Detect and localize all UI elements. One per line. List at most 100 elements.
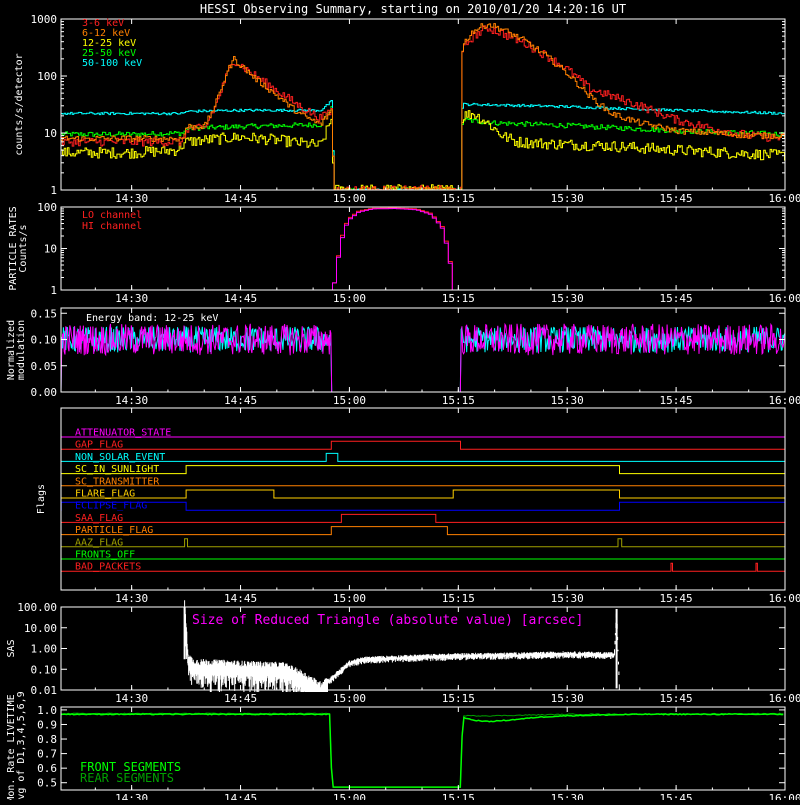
flags-x-tick-label: 15:00 — [333, 592, 366, 605]
sas-x-tick-label: 15:45 — [660, 692, 693, 705]
modulation-y-label: modulation — [16, 320, 27, 380]
flag-label: FLARE_FLAG — [75, 489, 135, 500]
particle-x-tick-label: 14:45 — [224, 292, 257, 305]
flag-line-7 — [61, 513, 785, 523]
series-line-1 — [61, 23, 785, 191]
modulation-y-tick-label: 0.00 — [31, 386, 58, 399]
flags-x-tick-label: 15:15 — [442, 592, 475, 605]
legend-entry: 25-50 keV — [82, 48, 136, 59]
legend-entry: REAR SEGMENTS — [80, 771, 174, 785]
livetime-y-tick-label: 0.7 — [37, 748, 57, 761]
legend-entry: LO channel — [82, 210, 142, 221]
modulation-x-tick-label: 15:15 — [442, 394, 475, 407]
modulation-y-label: Normalized — [6, 320, 17, 380]
livetime-x-tick-label: 16:00 — [768, 792, 800, 800]
series-line-0 — [61, 25, 785, 191]
sas-y-tick-label: 100.00 — [17, 601, 57, 614]
flag-label: ECLIPSE_FLAG — [75, 501, 147, 512]
lightcurve-x-tick-label: 14:30 — [115, 192, 148, 205]
flag-label: SC_IN_SUNLIGHT — [75, 464, 159, 475]
flag-line-1 — [61, 440, 785, 450]
panels-group: 14:30 14:45 15:00 15:15 15:30 15:45 16:0011010… — [6, 13, 800, 805]
modulation-y-tick-label: 0.15 — [31, 307, 58, 320]
lightcurve-y-label: counts/s/detector — [14, 53, 25, 155]
modulation-x-tick-label: 14:45 — [224, 394, 257, 407]
particle-y-tick-label: 10 — [44, 243, 57, 256]
lightcurve-x-tick-label: 15:00 — [333, 192, 366, 205]
modulation-x-tick-label: 15:30 — [551, 394, 584, 407]
sas-annotation: Size of Reduced Triangle (absolute value… — [192, 613, 583, 628]
livetime-x-tick-label: 15:15 — [442, 792, 475, 800]
modulation-x-tick-label: 15:00 — [333, 394, 366, 407]
particle-x-tick-label: 16:00 — [768, 292, 800, 305]
particle-x-tick-label: 14:30 — [115, 292, 148, 305]
flags-series-group — [60, 436, 786, 572]
flag-line-2 — [61, 452, 785, 462]
sas-x-tick-label: 14:30 — [115, 692, 148, 705]
livetime-y-tick-label: 1.0 — [37, 704, 57, 717]
modulation-y-tick-label: 0.10 — [31, 334, 58, 347]
sas-x-tick-label: 14:45 — [224, 692, 257, 705]
lightcurve-frame — [60, 18, 786, 191]
livetime-frame — [60, 706, 786, 791]
flag-label: GAP_FLAG — [75, 440, 123, 451]
figure-title: HESSI Observing Summary, starting on 201… — [200, 2, 626, 16]
flags-x-tick-label: 15:30 — [551, 592, 584, 605]
lightcurve-y-tick-label: 1000 — [31, 13, 58, 26]
livetime-y-tick-label: 0.5 — [37, 777, 57, 790]
lightcurve-y-tick-label: 100 — [37, 70, 57, 83]
sas-y-tick-label: 10.00 — [24, 622, 57, 635]
lightcurve-x-tick-label: 16:00 — [768, 192, 800, 205]
legend-entry: HI channel — [82, 221, 142, 232]
livetime-x-tick-label: 15:30 — [551, 792, 584, 800]
lightcurve-y-tick-label: 10 — [44, 127, 57, 140]
flags-x-tick-label: 16:00 — [768, 592, 800, 605]
legend-entry: 3-6 keV — [82, 18, 124, 29]
legend-entry: 6-12 keV — [82, 28, 130, 39]
flag-label: SAA_FLAG — [75, 513, 123, 524]
modulation-y-tick-label: 0.05 — [31, 360, 58, 373]
modulation-x-tick-label: 14:30 — [115, 394, 148, 407]
sas-y-tick-label: 0.01 — [31, 684, 58, 697]
livetime-x-tick-label: 14:30 — [115, 792, 148, 800]
flag-line-5 — [61, 489, 785, 499]
particle-x-tick-label: 15:45 — [660, 292, 693, 305]
legend-entry: 50-100 keV — [82, 58, 142, 69]
legend-entry: 12-25 keV — [82, 38, 136, 49]
sas-x-tick-label: 15:30 — [551, 692, 584, 705]
sas-x-tick-label: 15:00 — [333, 692, 366, 705]
livetime-x-tick-label: 15:00 — [333, 792, 366, 800]
flags-x-tick-label: 14:45 — [224, 592, 257, 605]
lightcurve-x-tick-label: 15:30 — [551, 192, 584, 205]
livetime-y-label: avg of D1,3,4,5,6,9 — [16, 691, 27, 800]
flag-line-11 — [61, 562, 785, 572]
particle-y-tick-label: 1 — [50, 284, 57, 297]
flag-line-3 — [61, 465, 785, 475]
livetime-x-tick-label: 15:45 — [660, 792, 693, 800]
modulation-x-tick-label: 16:00 — [768, 394, 800, 407]
livetime-y-tick-label: 0.8 — [37, 733, 57, 746]
livetime-series-group — [60, 712, 784, 788]
flag-label: ATTENUATOR_STATE — [75, 428, 171, 439]
particle-y-label: PARTICLE RATES — [8, 206, 19, 290]
sas-spike — [183, 607, 618, 689]
particle-x-tick-label: 15:15 — [442, 292, 475, 305]
lightcurve-y-tick-label: 1 — [50, 184, 57, 197]
flag-line-8 — [61, 526, 785, 536]
particle-x-tick-label: 15:00 — [333, 292, 366, 305]
lightcurve-x-tick-label: 15:45 — [660, 192, 693, 205]
modulation-annotation: Energy band: 12-25 keV — [86, 313, 218, 324]
livetime-y-tick-label: 0.9 — [37, 718, 57, 731]
particle-x-tick-label: 15:30 — [551, 292, 584, 305]
flags-frame — [60, 407, 786, 591]
flag-label: NON_SOLAR_EVENT — [75, 452, 165, 463]
flags-y-label: Flags — [36, 484, 47, 514]
livetime-x-tick-label: 14:45 — [224, 792, 257, 800]
flag-label: AAZ_FLAG — [75, 537, 123, 548]
lightcurve-x-tick-label: 15:15 — [442, 192, 475, 205]
livetime-y-tick-label: 0.6 — [37, 762, 57, 775]
flag-label: PARTICLE_FLAG — [75, 525, 153, 536]
sas-x-tick-label: 16:00 — [768, 692, 800, 705]
livetime-line-0 — [60, 713, 784, 788]
